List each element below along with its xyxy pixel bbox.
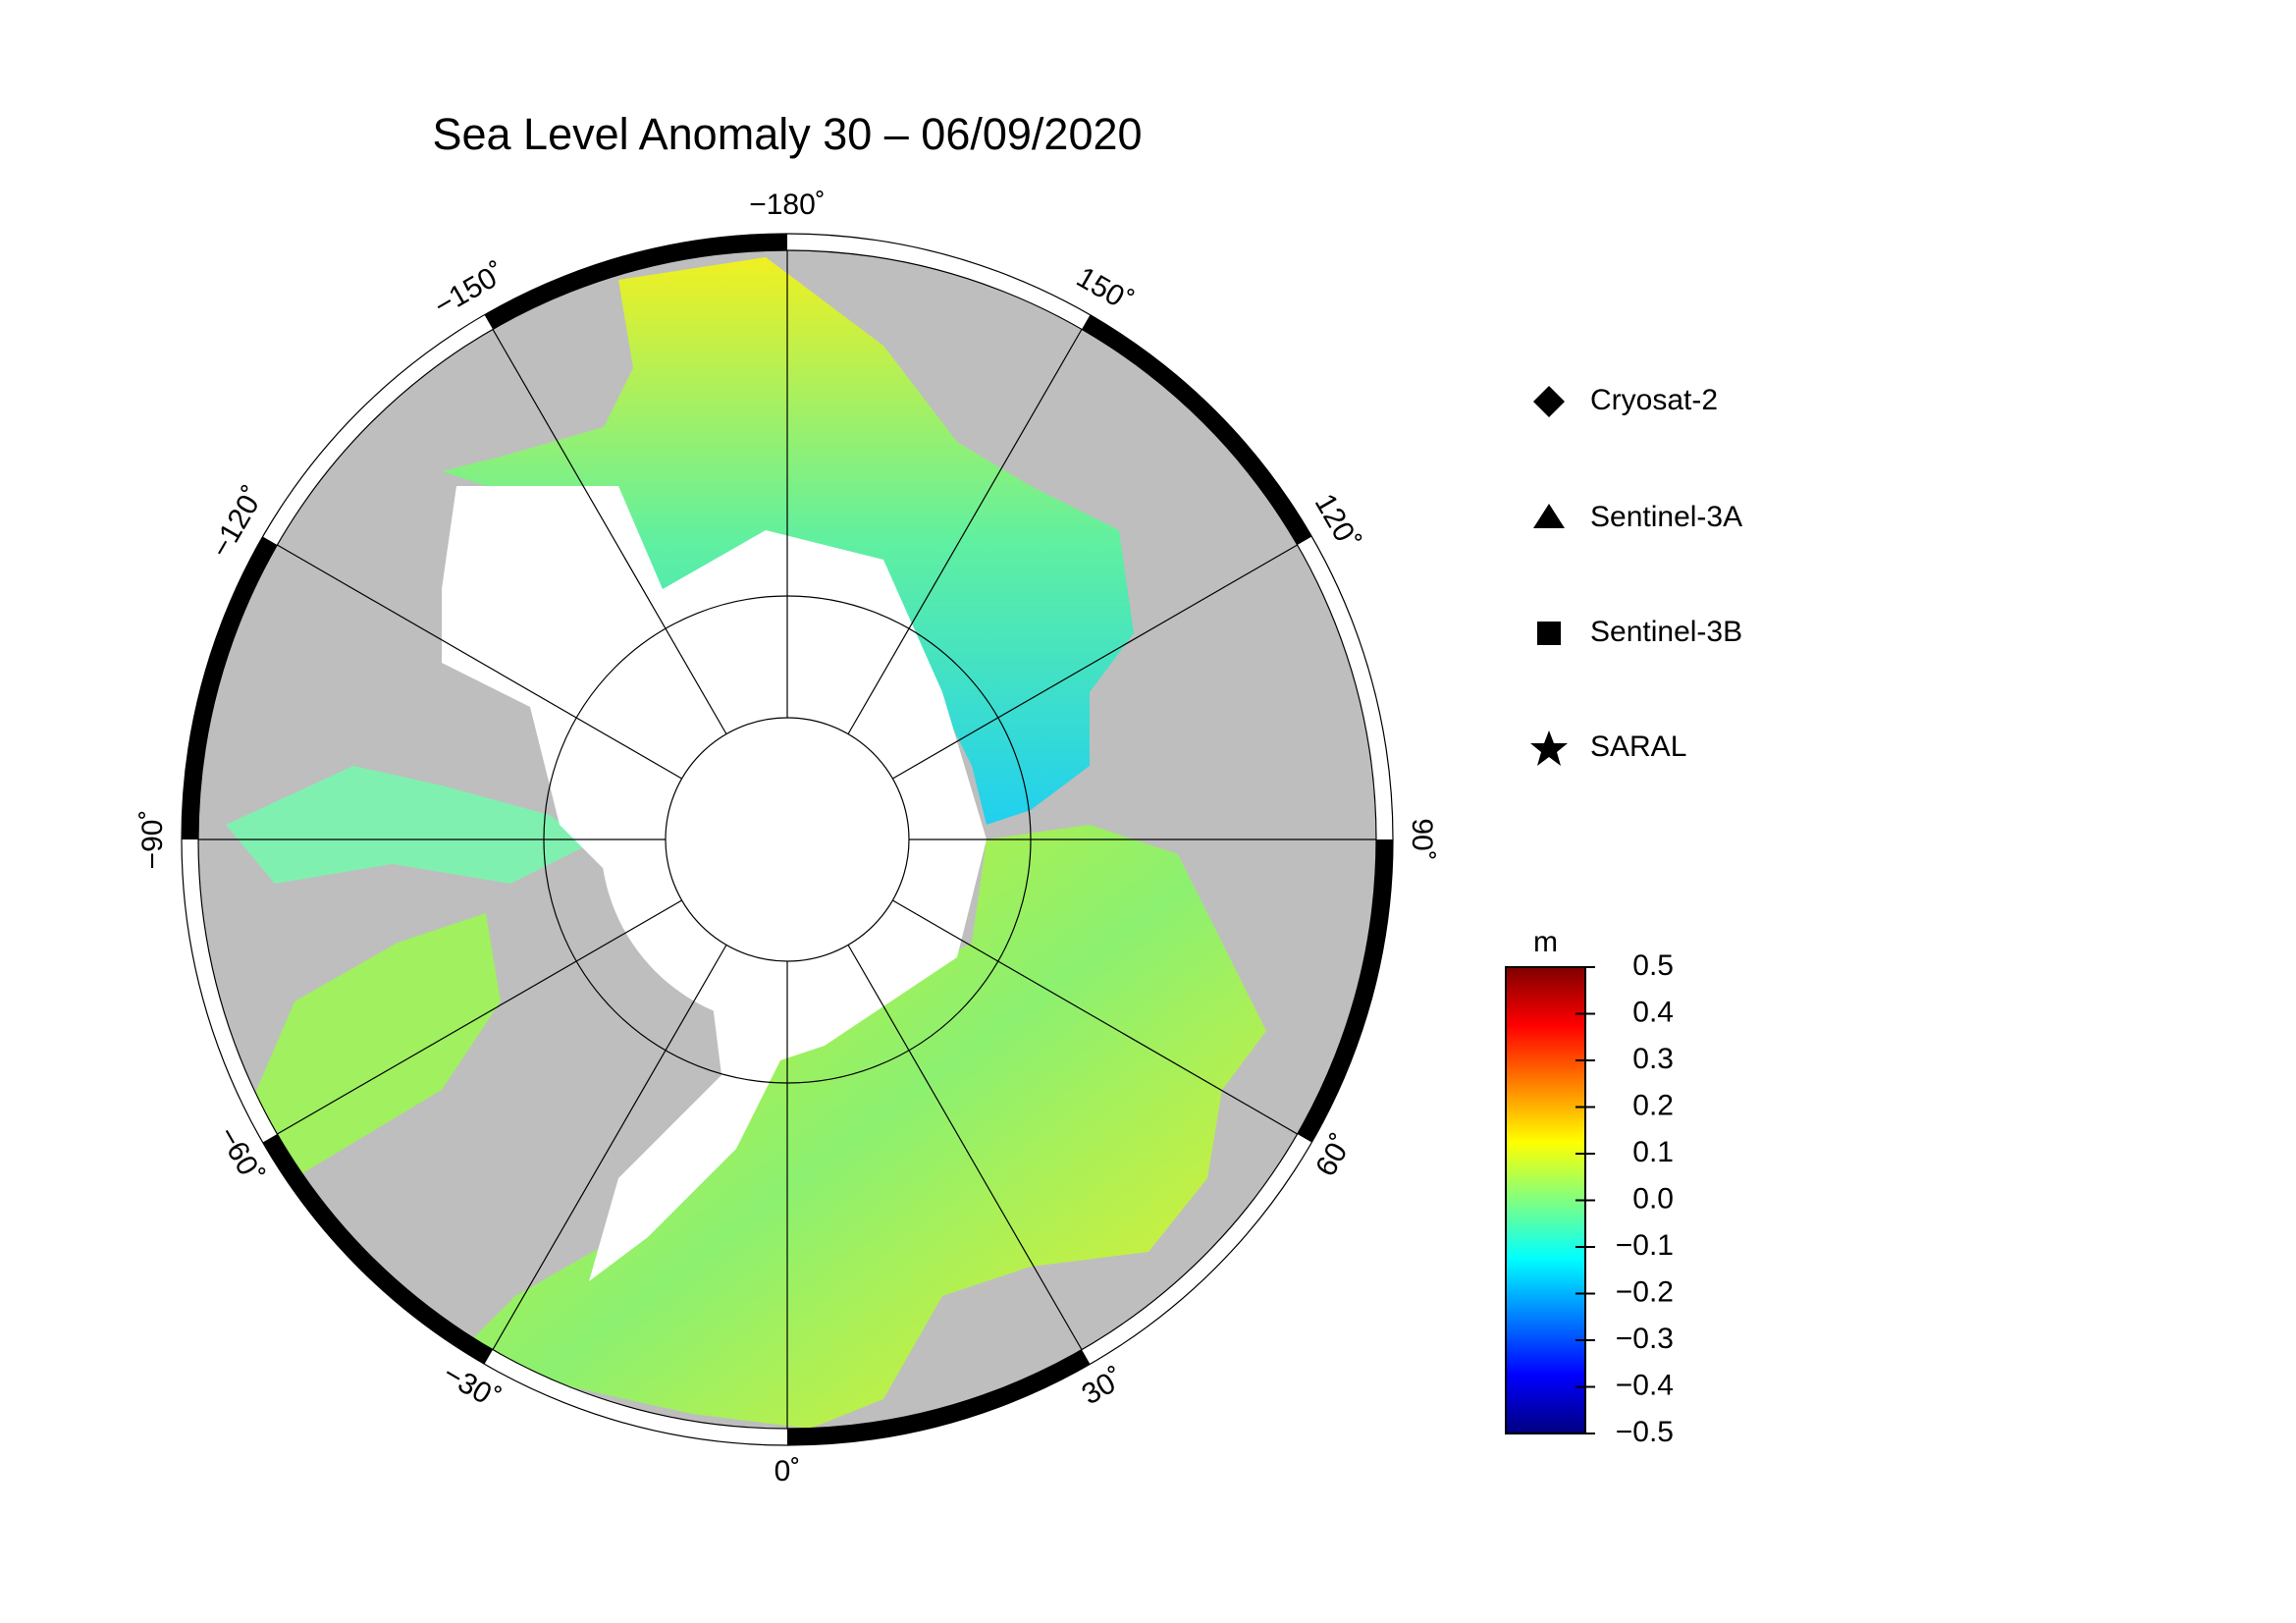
frame-segment (182, 536, 278, 840)
longitude-label: −30˚ (438, 1358, 506, 1416)
legend: Cryosat-2 Sentinel-3A Sentinel-3B SARAL (1530, 384, 1742, 766)
legend-label: Sentinel-3A (1590, 501, 1742, 533)
meridian (892, 899, 1298, 1135)
meridian (892, 544, 1298, 780)
frame-segment (1081, 314, 1312, 546)
legend-marker-diamond (1533, 386, 1565, 417)
legend-marker-triangle (1533, 504, 1565, 528)
longitude-label: −180˚ (749, 189, 826, 221)
colorbar-unit: m (1533, 926, 1558, 958)
frame-segment (786, 1349, 1091, 1445)
longitude-label: 0˚ (774, 1455, 801, 1488)
pole-hole (601, 653, 974, 1026)
map-title: Sea Level Anomaly 30 – 06/09/2020 (432, 109, 1142, 159)
meridian (847, 945, 1083, 1350)
meridian (277, 544, 682, 780)
meridian (492, 945, 727, 1350)
colorbar-tick-label: 0.3 (1632, 1043, 1674, 1075)
map-field (198, 250, 1376, 1429)
legend-marker-star (1530, 730, 1568, 766)
colorbar (1505, 966, 1586, 1434)
longitude-label: 60˚ (1309, 1129, 1359, 1182)
frame-segment (262, 1133, 494, 1365)
meridian (277, 899, 682, 1135)
meridian (847, 329, 1083, 734)
colorbar-tick-label: −0.1 (1616, 1229, 1674, 1262)
colorbar-tick-label: −0.3 (1616, 1323, 1674, 1355)
frame-segment (1297, 839, 1393, 1143)
colorbar-tick-label: 0.1 (1632, 1136, 1674, 1168)
longitude-label: −90˚ (136, 810, 169, 870)
colorbar-tick-label: 0.4 (1632, 996, 1674, 1028)
longitude-label: −60˚ (211, 1121, 269, 1189)
longitude-label: 90˚ (1406, 818, 1438, 860)
meridian (492, 329, 727, 734)
colorbar-tick-label: 0.5 (1632, 949, 1674, 982)
legend-marker-square (1537, 622, 1561, 645)
legend-label: Cryosat-2 (1590, 384, 1718, 416)
colorbar-tick-label: −0.2 (1616, 1275, 1674, 1308)
ocean-archipelago (226, 766, 589, 884)
colorbar-tick-label: −0.5 (1616, 1416, 1674, 1448)
colorbar-tick-label: −0.4 (1616, 1369, 1674, 1401)
frame-segment (484, 234, 788, 330)
colorbar-tick-label: 0.0 (1632, 1182, 1674, 1215)
colorbar-tick-label: 0.2 (1632, 1089, 1674, 1121)
longitude-label: 30˚ (1077, 1362, 1130, 1411)
legend-label: Sentinel-3B (1590, 616, 1742, 648)
ocean-baffin (250, 913, 501, 1178)
ocean-atlantic (471, 825, 1266, 1429)
legend-label: SARAL (1590, 730, 1686, 763)
